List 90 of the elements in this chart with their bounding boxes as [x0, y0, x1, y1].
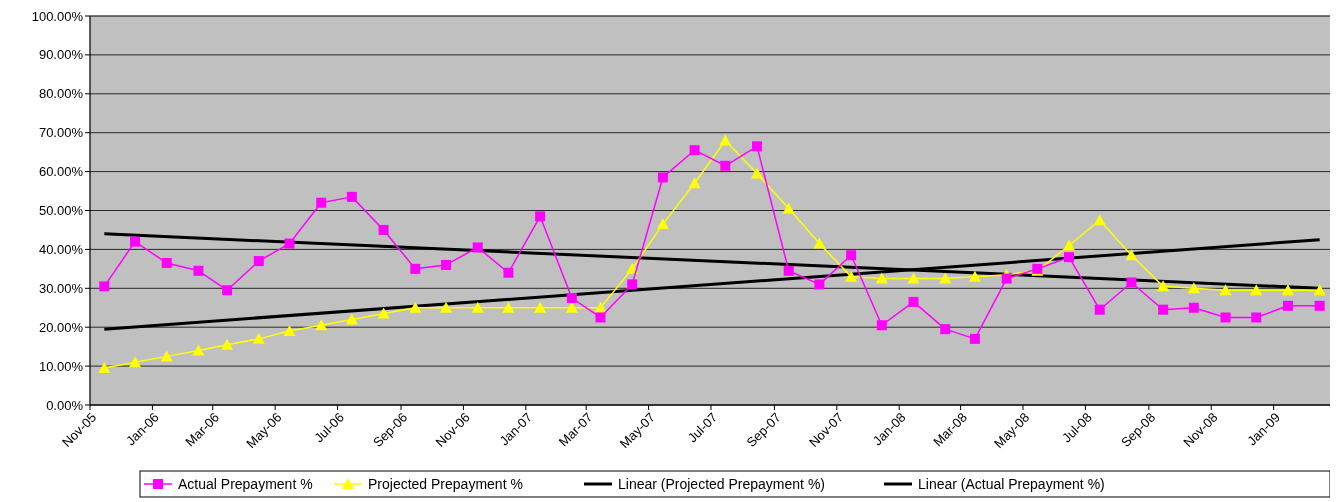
point [410, 263, 421, 274]
point [222, 285, 233, 296]
point [502, 301, 515, 313]
point [751, 167, 764, 179]
point [656, 218, 669, 230]
y-tick-label: 70.00% [38, 125, 84, 141]
point [688, 177, 701, 189]
point [907, 272, 920, 284]
point [534, 301, 547, 313]
point [1157, 280, 1170, 292]
y-tick-label: 20.00% [38, 319, 84, 335]
point [221, 338, 234, 350]
point [566, 293, 577, 304]
point [1064, 252, 1075, 263]
y-tick-label: 60.00% [38, 164, 84, 180]
point [1220, 312, 1231, 323]
point [471, 301, 484, 313]
point [441, 259, 452, 270]
point [719, 134, 732, 146]
point [161, 258, 172, 269]
point [875, 272, 888, 284]
point [1126, 277, 1137, 288]
point [1314, 300, 1325, 311]
point [845, 270, 858, 282]
point [1251, 312, 1262, 323]
point [503, 267, 514, 278]
point [535, 211, 546, 222]
point [720, 160, 731, 171]
point [876, 320, 887, 331]
point [99, 281, 110, 292]
point [627, 279, 638, 290]
point [1219, 284, 1232, 296]
point [130, 236, 141, 247]
point [129, 356, 142, 368]
point [1001, 273, 1012, 284]
point [252, 332, 265, 344]
point [689, 145, 700, 156]
point [783, 265, 794, 276]
legend-label: Linear (Actual Prepayment %) [918, 475, 1105, 492]
point [1093, 214, 1106, 226]
y-tick-label: 0.00% [46, 397, 84, 413]
point [1125, 249, 1138, 261]
point [346, 191, 357, 202]
point [283, 325, 296, 337]
legend-label: Actual Prepayment % [178, 475, 313, 492]
point [1187, 282, 1200, 294]
point [968, 270, 981, 282]
point [908, 296, 919, 307]
point [595, 312, 606, 323]
point [160, 350, 173, 362]
point [657, 172, 668, 183]
point [409, 301, 422, 313]
point [846, 250, 857, 261]
point [813, 237, 826, 249]
point [782, 202, 795, 214]
point [345, 313, 358, 325]
point [626, 262, 639, 274]
y-tick-label: 80.00% [38, 86, 84, 102]
legend-label: Projected Prepayment % [368, 475, 523, 492]
y-tick-label: 90.00% [38, 47, 84, 63]
point [1282, 300, 1293, 311]
y-tick-label: 100.00% [31, 8, 84, 24]
point [378, 224, 389, 235]
point [940, 324, 951, 335]
point [316, 197, 327, 208]
point [752, 141, 763, 152]
point [1188, 302, 1199, 313]
point [315, 319, 328, 331]
point [440, 301, 453, 313]
point [814, 279, 825, 290]
point [1250, 284, 1263, 296]
point [1281, 284, 1294, 296]
point [193, 265, 204, 276]
point [1313, 284, 1326, 296]
point [939, 272, 952, 284]
y-tick-label: 40.00% [38, 241, 84, 257]
y-tick-label: 10.00% [38, 358, 84, 374]
point [969, 333, 980, 344]
point [377, 307, 390, 319]
legend-label: Linear (Projected Prepayment %) [618, 475, 825, 492]
y-tick-label: 30.00% [38, 280, 84, 296]
point [1158, 304, 1169, 315]
point [284, 238, 295, 249]
y-tick-label: 50.00% [38, 203, 84, 219]
point [253, 256, 264, 267]
point [1094, 304, 1105, 315]
point [98, 362, 111, 374]
point [192, 344, 205, 356]
point [472, 242, 483, 253]
point [1063, 239, 1076, 251]
